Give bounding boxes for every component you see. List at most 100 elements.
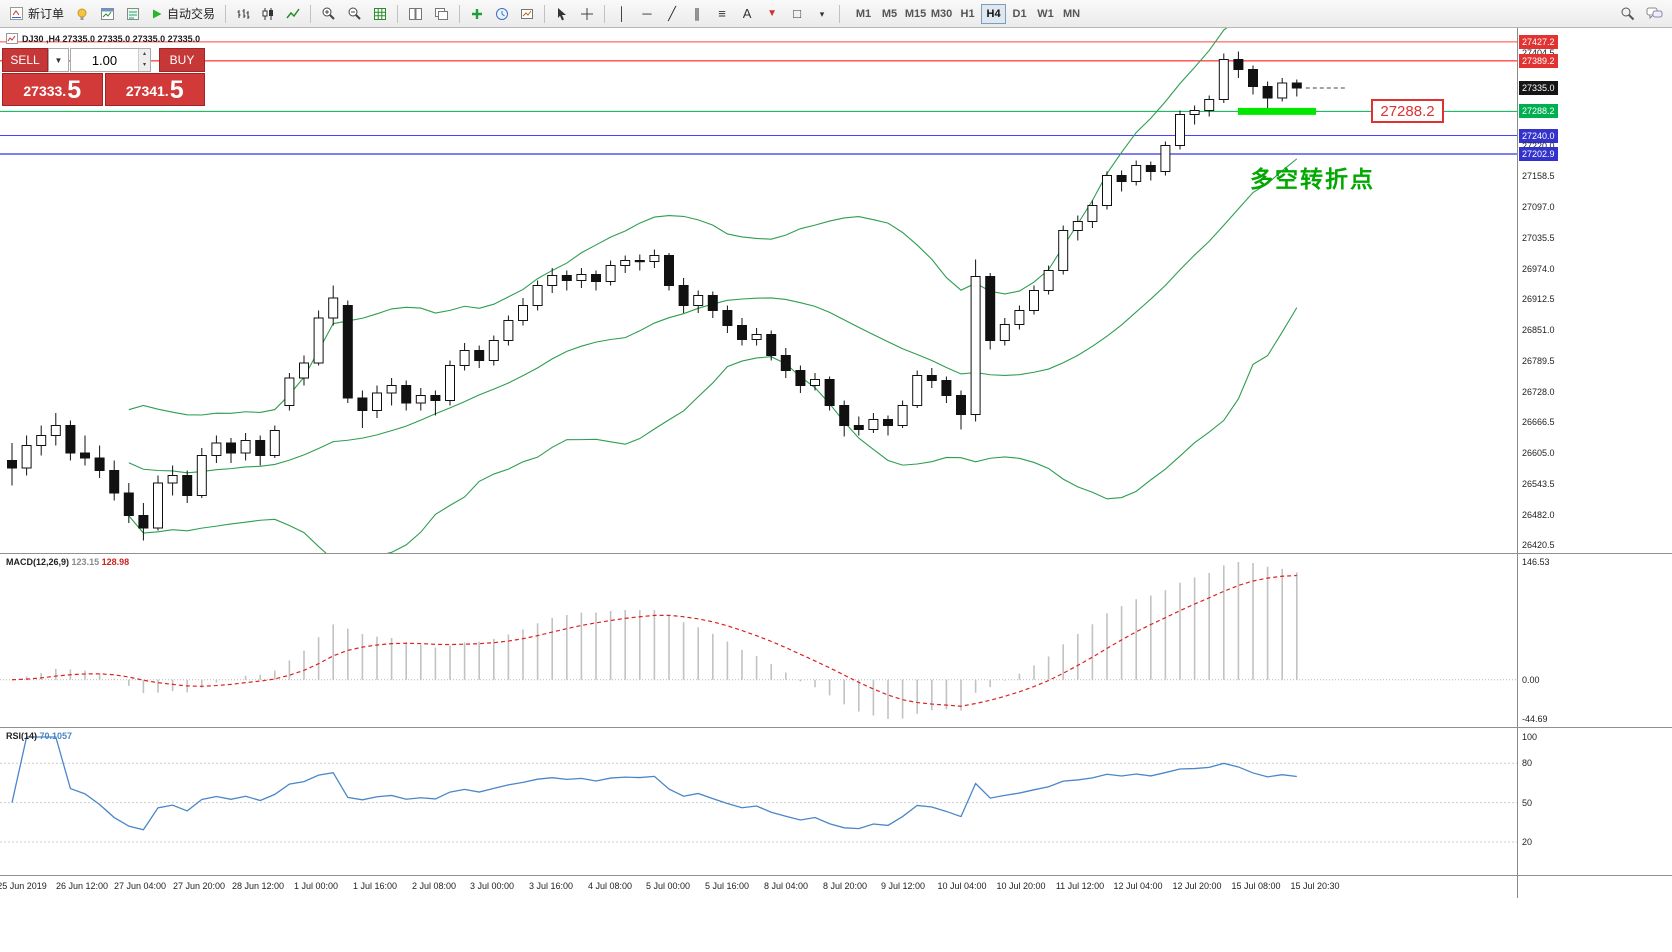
buy-price-prefix: 27341. — [125, 83, 169, 99]
crosshair-icon — [581, 7, 594, 20]
bar-chart-icon — [237, 8, 250, 19]
new-order-button[interactable]: 新订单 — [4, 3, 69, 25]
fibonacci-tool-button[interactable]: ≡ — [710, 3, 734, 25]
volume-down-button[interactable]: ▾ — [138, 60, 150, 71]
cascade-windows-icon — [435, 7, 449, 20]
panel-separator[interactable] — [0, 553, 1672, 554]
macd-label: MACD(12,26,9) 123.15 128.98 — [6, 557, 129, 567]
vertical-line-icon: │ — [617, 5, 627, 21]
price-scale-label: 27035.5 — [1522, 232, 1555, 243]
toolbar-separator — [397, 4, 399, 23]
text-tool-button[interactable]: A — [735, 3, 759, 25]
volume-input[interactable] — [71, 49, 138, 71]
buy-button[interactable]: BUY — [159, 48, 205, 72]
macd-signal-line — [11, 574, 1297, 707]
price-callout-label[interactable]: 27288.2 — [1371, 99, 1444, 123]
time-label: 1 Jul 16:00 — [352, 881, 398, 891]
macd-panel[interactable] — [0, 554, 1517, 727]
time-label: 5 Jul 00:00 — [645, 881, 691, 891]
timeframe-m15[interactable]: M15 — [903, 4, 928, 24]
main-price-chart[interactable] — [0, 28, 1517, 553]
pivot-annotation[interactable]: 多空转折点 — [1250, 166, 1375, 192]
timeframe-m1[interactable]: M1 — [851, 4, 876, 24]
search-button[interactable] — [1615, 3, 1640, 25]
chat-button[interactable] — [1641, 3, 1668, 25]
bar-chart-mode-button[interactable] — [231, 3, 255, 25]
bollinger-bands — [128, 28, 1298, 553]
cursor-button[interactable] — [550, 3, 574, 25]
time-label: 4 Jul 08:00 — [587, 881, 633, 891]
chart-window-button[interactable] — [95, 3, 120, 25]
candlestick-mode-button[interactable] — [256, 3, 280, 25]
time-axis: 25 Jun 2019 26 Jun 12:00 27 Jun 04:00 27 Ju… — [0, 876, 1672, 898]
time-label: 15 Jul 08:00 — [1231, 881, 1281, 891]
tile-windows-button[interactable] — [403, 3, 428, 25]
sell-price-button[interactable]: 27333. 5 — [2, 73, 103, 106]
crosshair-button[interactable] — [575, 3, 599, 25]
mql-lamp-button[interactable] — [70, 3, 94, 25]
time-label: 5 Jul 16:00 — [704, 881, 750, 891]
periods-icon — [496, 7, 509, 20]
horizontal-line-icon: ─ — [642, 5, 652, 21]
grid-toggle-button[interactable] — [368, 3, 392, 25]
rsi-panel[interactable] — [0, 728, 1517, 875]
chat-icon — [1646, 7, 1663, 20]
toolbar-separator — [459, 4, 461, 23]
periods-button[interactable] — [490, 3, 514, 25]
grid-icon — [374, 7, 387, 20]
time-label: 25 Jun 2019 — [0, 881, 47, 891]
time-label: 12 Jul 04:00 — [1113, 881, 1163, 891]
time-label: 28 Jun 12:00 — [231, 881, 285, 891]
time-label: 27 Jun 04:00 — [113, 881, 167, 891]
cascade-windows-button[interactable] — [429, 3, 454, 25]
price-scale-label: 27097.0 — [1522, 202, 1555, 212]
rsi-name: RSI(14) — [6, 731, 38, 741]
price-badge-green: 27288.2 — [1519, 104, 1558, 119]
zoom-in-button[interactable] — [316, 3, 341, 25]
price-badge-red: 27427.2 — [1519, 34, 1558, 49]
candlestick-chart-icon — [262, 7, 274, 20]
price-scale-label: 26851.0 — [1522, 325, 1555, 335]
horizontal-line-tool-button[interactable]: ─ — [635, 3, 659, 25]
sell-button[interactable]: SELL — [2, 48, 48, 72]
volume-up-button[interactable]: ▴ — [138, 49, 150, 60]
macd-axis-zero: 0.00 — [1522, 674, 1540, 685]
chevron-down-icon: ▼ — [54, 55, 63, 65]
buy-price-button[interactable]: 27341. 5 — [104, 73, 205, 106]
time-label: 10 Jul 20:00 — [996, 881, 1046, 891]
arrows-tool-button[interactable]: ▼ — [760, 3, 784, 25]
channel-tool-button[interactable]: ∥ — [685, 3, 709, 25]
price-scale-label: 26728.0 — [1522, 386, 1555, 397]
order-type-dropdown[interactable]: ▼ — [48, 48, 69, 72]
time-label: 8 Jul 20:00 — [822, 881, 868, 891]
volume-control: ▴ ▾ — [70, 48, 151, 72]
templates-button[interactable] — [515, 3, 539, 25]
timeframe-m30[interactable]: M30 — [929, 4, 954, 24]
timeframe-h4[interactable]: H4 — [981, 3, 1007, 24]
timeframe-h1[interactable]: H1 — [955, 4, 980, 24]
timeframe-m5[interactable]: M5 — [877, 4, 902, 24]
volume-spinner: ▴ ▾ — [137, 49, 150, 71]
market-watch-button[interactable] — [121, 3, 145, 25]
autotrading-play-icon — [153, 9, 162, 18]
line-chart-mode-button[interactable] — [281, 3, 305, 25]
timeframe-mn[interactable]: MN — [1059, 4, 1084, 24]
shapes-tool-button[interactable]: □ — [785, 3, 809, 25]
timeframe-d1[interactable]: D1 — [1007, 4, 1032, 24]
panel-separator[interactable] — [0, 727, 1672, 728]
indicators-button[interactable] — [465, 3, 489, 25]
toolbar-separator — [225, 4, 227, 23]
symbol-ohlc-label: DJ30 ,H4 27335.0 27335.0 27335.0 27335.0 — [6, 33, 200, 44]
timeframe-w1[interactable]: W1 — [1033, 4, 1058, 24]
rsi-axis-label: 50 — [1522, 797, 1533, 808]
zoom-out-button[interactable] — [342, 3, 367, 25]
macd-histogram — [25, 562, 1298, 719]
trendline-tool-button[interactable]: ╱ — [660, 3, 684, 25]
pivot-highlight-segment[interactable] — [1238, 107, 1316, 115]
autotrading-button[interactable]: 自动交易 — [146, 3, 220, 25]
more-tools-button[interactable]: ▾ — [810, 3, 834, 25]
vertical-line-tool-button[interactable]: │ — [610, 3, 634, 25]
zoom-out-icon — [348, 7, 361, 20]
candles — [7, 51, 1302, 541]
new-order-icon — [10, 7, 23, 20]
